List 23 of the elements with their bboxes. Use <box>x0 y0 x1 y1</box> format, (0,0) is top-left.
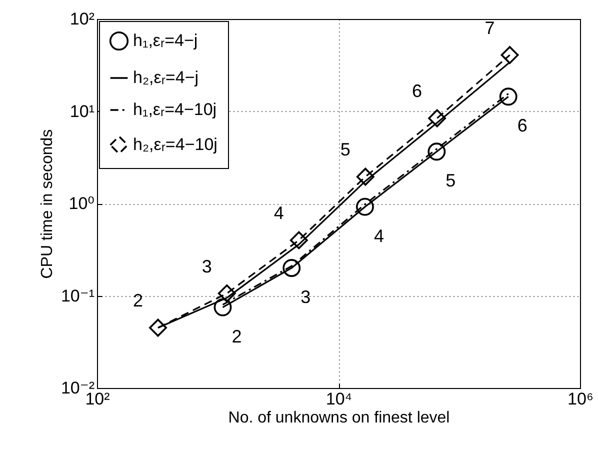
annotation: 3 <box>202 256 212 276</box>
y-tick-label: 10² <box>70 10 95 28</box>
y-tick-label: 10⁰ <box>68 194 95 213</box>
legend-label: h₂,εᵣ=4−10j <box>133 135 218 154</box>
annotation: 4 <box>274 203 284 224</box>
x-tick-label: 10⁶ <box>568 390 594 408</box>
annotation: 6 <box>412 81 422 102</box>
annotation: 7 <box>484 18 495 38</box>
annotation: 4 <box>374 226 384 246</box>
annotation: 5 <box>446 170 456 191</box>
annotation: 2 <box>232 326 242 346</box>
legend-label: h₂,εᵣ=4−j <box>133 68 199 87</box>
y-axis-title: CPU time in seconds <box>38 129 56 279</box>
legend-label: h₁,εᵣ=4−j <box>133 31 198 50</box>
x-tick-label: 10⁴ <box>326 390 352 408</box>
x-axis-title: No. of unknowns on finest level <box>228 410 450 426</box>
y-tick-label: 10⁻¹ <box>60 286 95 306</box>
annotation: 3 <box>300 286 311 307</box>
annotation: 2 <box>132 290 144 311</box>
annotation: 6 <box>517 116 528 136</box>
y-tick-label: 10¹ <box>70 102 95 121</box>
legend-label: h₁,εᵣ=4−10j <box>133 100 217 119</box>
annotation: 5 <box>340 140 350 160</box>
